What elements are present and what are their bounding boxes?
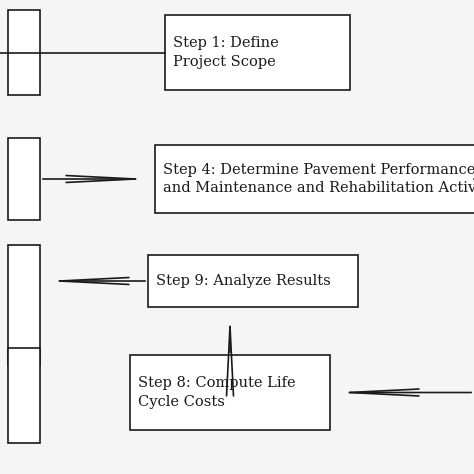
Bar (130, 355, 330, 430)
Bar (8, 10, 40, 95)
Text: Step 1: Define
Project Scope: Step 1: Define Project Scope (173, 36, 279, 69)
Bar (148, 255, 358, 307)
Text: Step 4: Determine Pavement Performance,
and Maintenance and Rehabilitation Activ: Step 4: Determine Pavement Performance, … (163, 163, 474, 195)
Bar (155, 145, 474, 213)
Bar (8, 245, 40, 365)
Bar (165, 15, 350, 90)
Bar (8, 348, 40, 443)
Bar (8, 138, 40, 220)
Text: Step 9: Analyze Results: Step 9: Analyze Results (156, 274, 331, 288)
Text: Step 8: Compute Life
Cycle Costs: Step 8: Compute Life Cycle Costs (138, 376, 296, 409)
